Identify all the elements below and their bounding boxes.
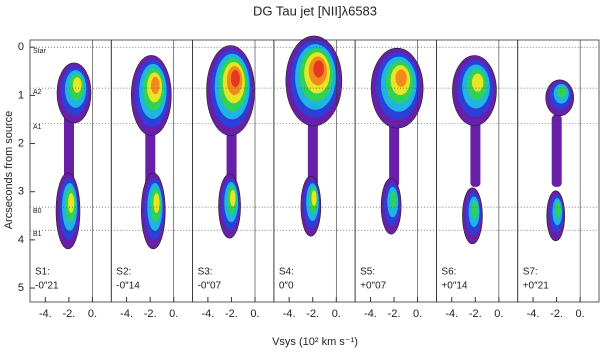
reference-label: B0 (33, 208, 42, 215)
panel-offset: -0″21 (35, 281, 59, 292)
x-tick-label: -4. (283, 308, 296, 320)
x-tick-label: -2. (306, 308, 319, 320)
y-axis-label: Arcseconds from source (3, 111, 15, 230)
x-tick-label: 0. (494, 308, 503, 320)
contour (471, 200, 479, 219)
x-tick-label: 0. (169, 308, 178, 320)
x-tick-label: -4. (120, 308, 133, 320)
contour (72, 77, 82, 93)
x-axis-label: Vsys (10² km s⁻¹) (272, 336, 358, 348)
reference-label: B1 (33, 231, 42, 238)
panel-name: S2: (116, 267, 131, 278)
contour (153, 193, 160, 213)
x-tick-label: -2. (144, 308, 157, 320)
x-tick-label: -2. (225, 308, 238, 320)
contour (471, 73, 484, 92)
contour (229, 189, 236, 207)
reference-label: A2 (33, 89, 42, 96)
panel-name: S5: (360, 267, 375, 278)
panel-offset: +0″14 (441, 281, 468, 292)
contour (313, 60, 324, 78)
jet-tail (64, 114, 74, 187)
panel-offset: -0″07 (198, 281, 222, 292)
x-tick-label: 0. (576, 308, 585, 320)
x-tick-label: 0. (250, 308, 259, 320)
x-tick-label: -2. (469, 308, 482, 320)
reference-label: Star (33, 48, 47, 55)
contour (311, 190, 317, 206)
y-tick-label: 5 (18, 282, 24, 294)
x-tick-label: 0. (88, 308, 97, 320)
panel-offset: +0″07 (360, 281, 387, 292)
panel-name: S4: (279, 267, 294, 278)
y-tick-label: 0 (18, 41, 24, 53)
panel-offset: -0″14 (116, 281, 140, 292)
panel-frame (517, 39, 600, 303)
contour (390, 191, 397, 210)
y-tick-label: 4 (18, 234, 24, 246)
x-tick-label: -4. (364, 308, 377, 320)
chart-title: DG Tau jet [NII]λ6583 (253, 3, 377, 18)
contour (230, 70, 240, 88)
contour (557, 86, 567, 98)
jet-tail (307, 114, 318, 187)
reference-label: A1 (33, 124, 42, 131)
x-tick-label: -4. (39, 308, 52, 320)
panel-offset: +0″21 (523, 281, 550, 292)
x-tick-label: -4. (201, 308, 214, 320)
x-tick-label: -4. (527, 308, 540, 320)
x-tick-label: 0. (332, 308, 341, 320)
x-tick-label: -2. (388, 308, 401, 320)
y-tick-label: 1 (18, 89, 24, 101)
panel-name: S6: (441, 267, 456, 278)
panel-offset: 0″0 (279, 281, 294, 292)
x-tick-label: -2. (62, 308, 75, 320)
x-tick-label: 0. (413, 308, 422, 320)
panel-name: S1: (35, 267, 50, 278)
y-tick-label: 3 (18, 186, 24, 198)
jet-tail (389, 114, 400, 187)
contour (395, 69, 407, 87)
panel-name: S7: (523, 267, 538, 278)
x-tick-label: -2. (550, 308, 563, 320)
contour (68, 193, 75, 213)
x-tick-label: -4. (445, 308, 458, 320)
contour (555, 201, 561, 218)
y-tick-label: 2 (18, 137, 24, 149)
jet-tail (551, 114, 562, 187)
contour (150, 76, 160, 95)
panel-name: S3: (198, 267, 213, 278)
jet-tail (470, 114, 481, 187)
